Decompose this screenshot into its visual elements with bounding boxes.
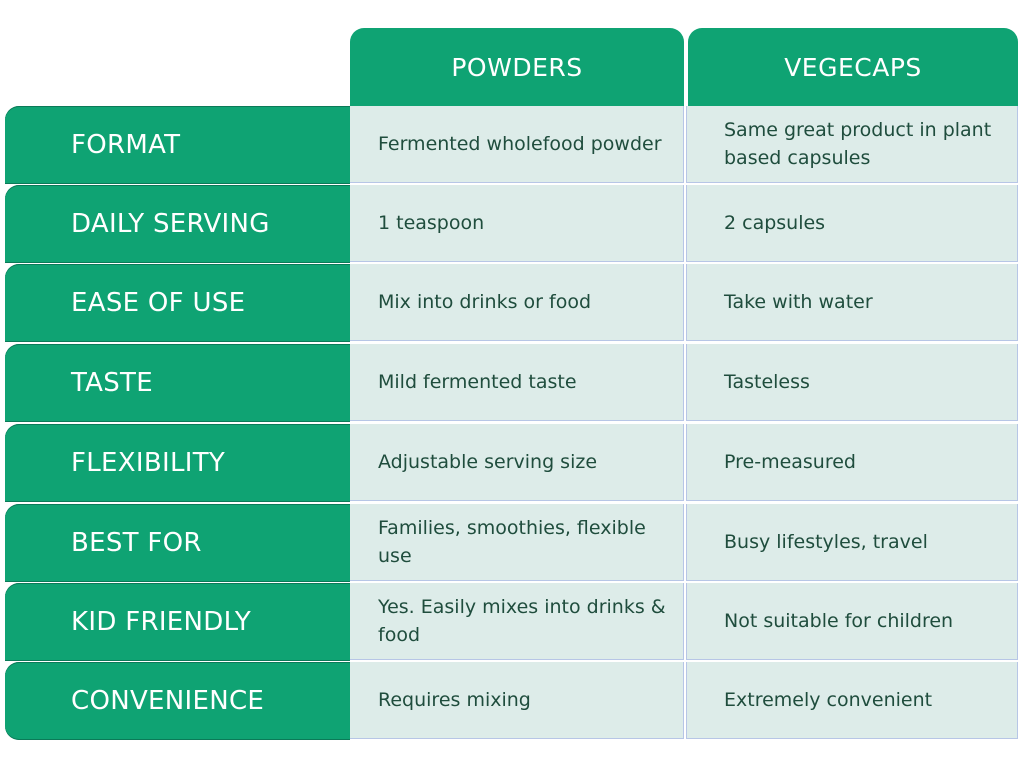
column-header-powders: POWDERS xyxy=(350,28,684,106)
table-cell-vegecaps: Pre-measured xyxy=(686,424,1018,501)
row-label-flexibility: FLEXIBILITY xyxy=(5,424,350,502)
row-label-format: FORMAT xyxy=(5,106,350,184)
table-cell-powders: Families, smoothies, flexible use xyxy=(350,504,684,581)
row-label-kid-friendly: KID FRIENDLY xyxy=(5,583,350,661)
table-cell-vegecaps: Same great product in plant based capsul… xyxy=(686,106,1018,183)
table-cell-vegecaps: Take with water xyxy=(686,264,1018,341)
row-label-taste: TASTE xyxy=(5,344,350,422)
row-label-convenience: CONVENIENCE xyxy=(5,662,350,740)
table-cell-powders: Mix into drinks or food xyxy=(350,264,684,341)
table-cell-vegecaps: Not suitable for children xyxy=(686,583,1018,660)
row-label-ease-of-use: EASE OF USE xyxy=(5,264,350,342)
table-cell-vegecaps: Extremely convenient xyxy=(686,662,1018,739)
column-header-vegecaps: VEGECAPS xyxy=(688,28,1018,106)
row-label-daily-serving: DAILY SERVING xyxy=(5,185,350,263)
row-label-best-for: BEST FOR xyxy=(5,504,350,582)
table-cell-powders: Requires mixing xyxy=(350,662,684,739)
table-cell-powders: Yes. Easily mixes into drinks & food xyxy=(350,583,684,660)
table-cell-vegecaps: 2 capsules xyxy=(686,185,1018,262)
table-cell-powders: Adjustable serving size xyxy=(350,424,684,501)
table-cell-vegecaps: Busy lifestyles, travel xyxy=(686,504,1018,581)
table-cell-powders: 1 teaspoon xyxy=(350,185,684,262)
table-cell-powders: Fermented wholefood powder xyxy=(350,106,684,183)
table-cell-powders: Mild fermented taste xyxy=(350,344,684,421)
table-cell-vegecaps: Tasteless xyxy=(686,344,1018,421)
